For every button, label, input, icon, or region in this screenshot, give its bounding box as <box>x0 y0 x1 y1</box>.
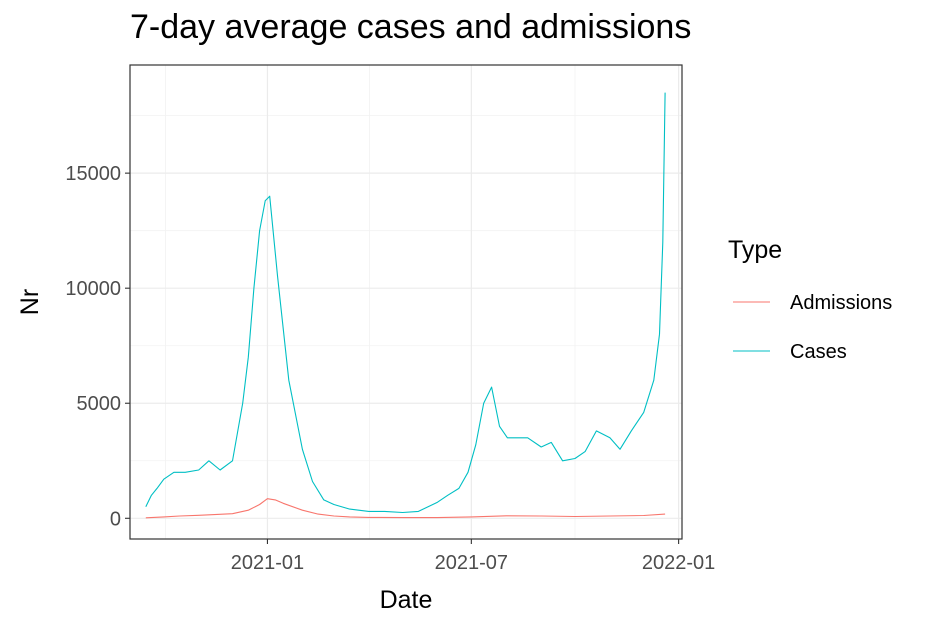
legend: Type Admissions Cases <box>728 236 892 363</box>
y-axis-title: Nr <box>16 289 44 315</box>
x-tick-label: 2022-01 <box>642 552 715 574</box>
y-tick-label: 5000 <box>77 393 122 415</box>
chart-title: 7-day average cases and admissions <box>130 8 692 46</box>
x-axis-title: Date <box>380 586 433 614</box>
series-line-admissions <box>145 498 666 519</box>
grid-minor <box>130 65 682 539</box>
series-line-cases <box>145 92 666 514</box>
x-tick-label: 2021-01 <box>231 552 304 574</box>
y-tick-label: 15000 <box>65 163 121 185</box>
legend-title: Type <box>728 236 782 264</box>
x-tick-label: 2021-07 <box>435 552 508 574</box>
y-tick-label: 0 <box>110 508 121 530</box>
legend-items: Admissions Cases <box>733 292 892 363</box>
legend-label-admissions: Admissions <box>790 292 892 314</box>
x-axis-ticks: 2021-01 2021-07 2022-01 <box>231 539 715 574</box>
plot-panel-border <box>129 64 683 540</box>
y-tick-label: 10000 <box>65 278 121 300</box>
series-layer <box>145 92 666 519</box>
y-axis-ticks: 0 5000 10000 15000 <box>65 163 130 530</box>
grid-major <box>130 65 682 539</box>
legend-label-cases: Cases <box>790 341 847 363</box>
